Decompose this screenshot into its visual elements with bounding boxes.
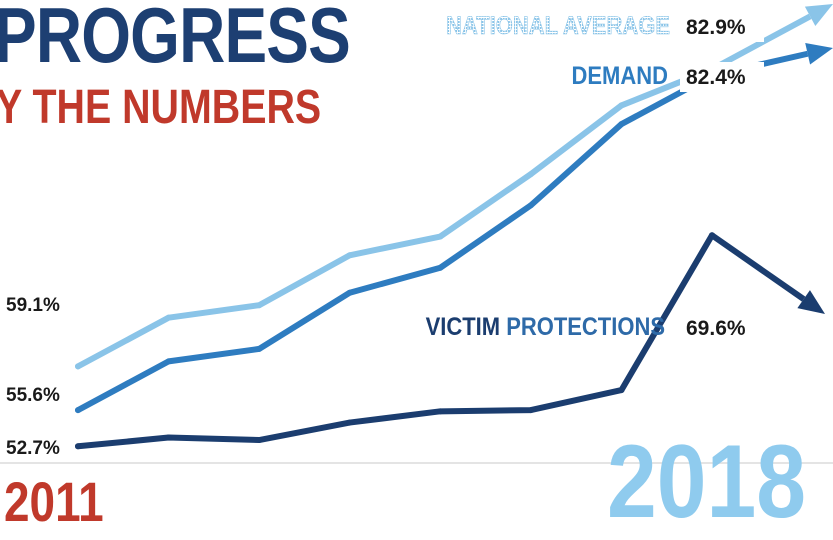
point-national-average-2017 [618,102,624,108]
point-national-average-2013 [256,302,262,308]
arrow-head-demand [805,43,833,64]
point-victim-protections-2012 [166,435,172,441]
point-national-average-2012 [166,315,172,321]
point-national-average-2016 [528,171,534,177]
series-demand: 55.6% 82.4% DEMAND [0,43,833,413]
end-label-demand: 82.4% [686,66,746,89]
point-demand-2016 [528,202,534,208]
point-national-average-2015 [437,234,443,240]
end-label-victim-protections: 69.6% [686,317,746,340]
point-demand-2014 [347,290,353,296]
series-name-victim-protections: VICTIM PROTECTIONS [426,313,665,341]
series-layer: 59.1% 82.9% NATIONAL AVERAGE 55.6% 82.4% DEMA… [0,4,833,461]
year-start-label: 2011 [4,474,104,530]
start-label-national-average: 59.1% [6,295,60,316]
point-demand-2012 [166,358,172,364]
year-end-label: 2018 [607,430,806,534]
point-victim-protections-2013 [256,437,262,443]
arrow-head-victim-protections [797,290,825,314]
point-demand-2011 [75,407,81,413]
line-victim-protections [78,235,712,446]
point-demand-2015 [437,265,443,271]
point-victim-protections-2011 [75,443,81,449]
point-demand-2013 [256,346,262,352]
point-victim-protections-2016 [528,407,534,413]
point-victim-protections-2017 [618,387,624,393]
point-demand-2017 [618,121,624,127]
line-demand [78,75,712,410]
start-label-demand: 55.6% [6,385,60,406]
series-name-demand: DEMAND [572,62,668,90]
end-label-national-average: 82.9% [686,16,746,39]
arrow-shaft-victim-protections [712,235,804,299]
point-victim-protections-2015 [437,408,443,414]
point-national-average-2011 [75,363,81,369]
point-victim-protections-2014 [347,420,353,426]
point-national-average-2014 [347,252,353,258]
series-name-national-average: NATIONAL AVERAGE [446,12,670,40]
start-label-victim-protections: 52.7% [6,438,60,459]
